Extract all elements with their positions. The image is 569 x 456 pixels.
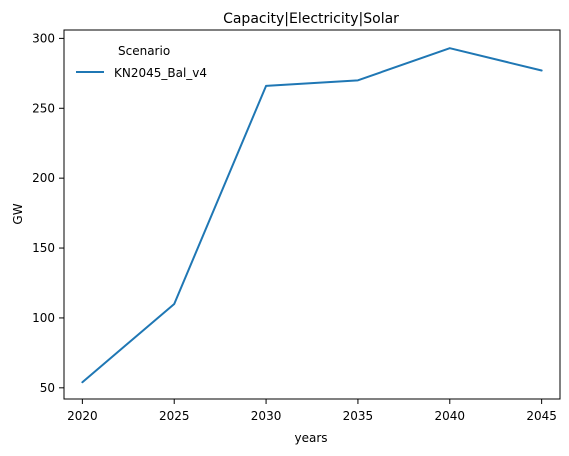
y-tick-label: 200 bbox=[32, 171, 55, 185]
y-tick-label: 250 bbox=[32, 101, 55, 115]
x-axis-label: years bbox=[294, 431, 327, 445]
x-tick-label: 2020 bbox=[67, 409, 98, 423]
chart-title: Capacity|Electricity|Solar bbox=[223, 11, 399, 27]
legend-title: Scenario bbox=[118, 44, 170, 58]
legend-series-label: KN2045_Bal_v4 bbox=[114, 66, 207, 80]
legend: Scenario KN2045_Bal_v4 bbox=[76, 44, 207, 80]
y-tick-label: 100 bbox=[32, 311, 55, 325]
x-tick-label: 2035 bbox=[343, 409, 374, 423]
x-tick-label: 2025 bbox=[159, 409, 190, 423]
x-tick-label: 2045 bbox=[526, 409, 557, 423]
y-tick-label: 150 bbox=[32, 241, 55, 255]
plot-frame bbox=[63, 29, 561, 400]
y-axis-label: GW bbox=[11, 203, 25, 224]
series-line-0 bbox=[81, 47, 543, 384]
y-tick-label: 50 bbox=[40, 381, 55, 395]
x-tick-label: 2040 bbox=[435, 409, 466, 423]
series-layer bbox=[81, 47, 543, 384]
y-tick-label: 300 bbox=[32, 31, 55, 45]
x-axis-ticks: 2020 2025 2030 2035 2040 2045 bbox=[67, 399, 557, 423]
y-axis-ticks: 50 100 150 200 250 300 bbox=[32, 31, 64, 395]
x-tick-label: 2030 bbox=[251, 409, 282, 423]
